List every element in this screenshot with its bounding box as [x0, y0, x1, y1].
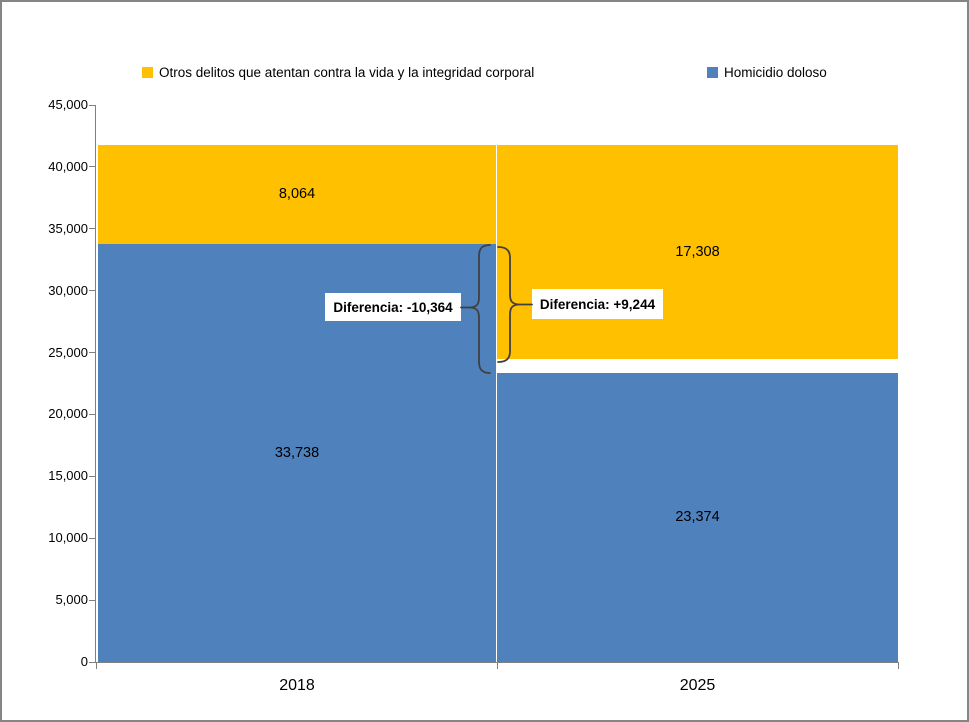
annotation-diferencia-negativa: Diferencia: -10,364: [325, 293, 461, 321]
y-axis-tick: [89, 290, 95, 292]
legend-item-otros-delitos: Otros delitos que atentan contra la vida…: [142, 65, 534, 80]
data-label-homicidio-doloso: 33,738: [274, 445, 320, 462]
y-axis-tick: [89, 537, 95, 539]
y-axis-tick: [89, 475, 95, 477]
bar-segment-otros-delitos: [497, 144, 898, 359]
y-axis-tick: [89, 166, 95, 168]
chart-legend: Otros delitos que atentan contra la vida…: [2, 65, 967, 81]
x-axis-tick: [898, 662, 899, 669]
y-axis-label: 30,000: [48, 282, 88, 298]
y-axis-tick: [89, 599, 95, 601]
data-label-otros-delitos: 17,308: [675, 243, 720, 260]
x-axis-label: 2025: [679, 677, 716, 694]
y-axis-tick: [89, 413, 95, 415]
y-axis-tick: [89, 352, 95, 354]
x-axis-tick: [96, 662, 97, 669]
y-axis-label: 10,000: [48, 530, 88, 546]
annotation-diferencia-positiva: Diferencia: +9,244: [532, 289, 663, 319]
legend-item-homicidio-doloso: Homicidio doloso: [707, 65, 827, 80]
x-axis-tick: [496, 662, 498, 669]
x-axis-label: 2018: [279, 677, 315, 694]
y-axis-tick: [89, 104, 95, 106]
bar-segment-homicidio-doloso: [497, 372, 898, 662]
y-axis-label: 45,000: [48, 97, 88, 112]
y-axis-label: 40,000: [48, 158, 88, 174]
data-label-homicidio-doloso: 23,374: [675, 509, 720, 526]
legend-label-otros-delitos: Otros delitos que atentan contra la vida…: [159, 65, 535, 80]
y-axis-tick: [89, 661, 95, 663]
legend-label-homicidio-doloso: Homicidio doloso: [724, 65, 827, 80]
bar-segment-otros-delitos: [98, 144, 496, 245]
y-axis-label: 20,000: [48, 406, 88, 422]
legend-swatch-otros-delitos-icon: [142, 67, 153, 78]
y-axis-label: 0: [80, 654, 88, 669]
y-axis-label: 35,000: [48, 220, 88, 236]
legend-swatch-homicidio-doloso-icon: [707, 67, 718, 78]
data-label-otros-delitos: 8,064: [278, 186, 316, 203]
y-axis-label: 15,000: [48, 468, 88, 484]
y-axis-tick: [89, 228, 95, 230]
plot-area: 0 5,000 10,000 15,000 20,000 25,000 30,000 35,0…: [48, 97, 899, 694]
y-axis-label: 5,000: [55, 592, 88, 608]
y-axis-label: 25,000: [48, 344, 88, 360]
